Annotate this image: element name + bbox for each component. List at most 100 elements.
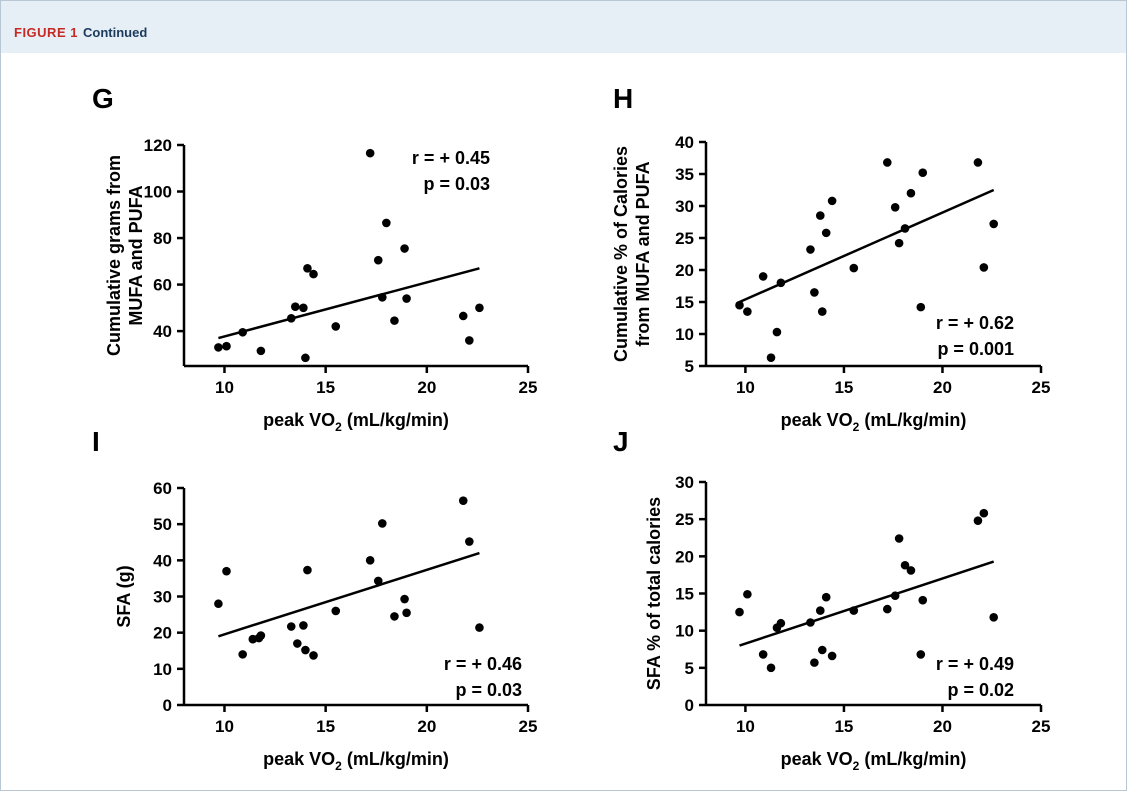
data-point bbox=[817, 645, 827, 655]
y-tick-label: 0 bbox=[163, 696, 172, 715]
y-tick-label: 40 bbox=[153, 551, 172, 570]
data-point bbox=[989, 612, 999, 622]
data-point bbox=[890, 591, 900, 601]
y-tick-label: 15 bbox=[675, 585, 694, 604]
data-point bbox=[758, 650, 768, 659]
trend-line bbox=[218, 267, 480, 340]
y-tick-label: 0 bbox=[685, 696, 694, 715]
y-tick-label: 10 bbox=[675, 325, 694, 344]
data-point bbox=[238, 327, 247, 337]
data-point bbox=[238, 650, 247, 659]
data-point bbox=[290, 302, 300, 311]
chart-panel-g: G 40 60 80 100 120 10 15 20 25 peak VO2 (mL/kg/min… bbox=[92, 83, 537, 434]
data-point bbox=[465, 336, 474, 345]
data-point bbox=[458, 311, 468, 321]
x-tick-label: 10 bbox=[736, 378, 755, 397]
data-point bbox=[390, 316, 399, 325]
data-point bbox=[906, 566, 916, 575]
data-point bbox=[309, 269, 318, 279]
y-axis-label: Cumulative grams from MUFA and PUFA bbox=[104, 155, 146, 356]
y-tick-label: 10 bbox=[153, 660, 172, 679]
correlation-r: r = + 0.49 bbox=[936, 654, 1014, 674]
trend-line bbox=[739, 560, 995, 647]
chart-panel-h: H 5 10 15 20 25 30 35 40 10 15 20 25 peak VO2 (mL/kg/… bbox=[611, 83, 1050, 434]
data-point bbox=[222, 341, 231, 351]
panel-letter-j: J bbox=[613, 426, 629, 457]
data-point bbox=[821, 592, 831, 602]
x-axis-label: peak VO2 (mL/kg/min) bbox=[263, 749, 449, 773]
data-point bbox=[906, 188, 916, 198]
data-point bbox=[390, 612, 399, 621]
data-point bbox=[256, 631, 266, 640]
p-value: p = 0.03 bbox=[423, 174, 490, 194]
data-point bbox=[743, 589, 752, 599]
p-value: p = 0.02 bbox=[947, 680, 1014, 700]
y-axis-label: SFA (g) bbox=[114, 565, 134, 627]
data-point bbox=[301, 353, 310, 363]
data-point bbox=[373, 576, 383, 586]
y-tick-label: 30 bbox=[153, 588, 172, 607]
correlation-r: r = + 0.62 bbox=[936, 313, 1014, 333]
y-tick-label: 60 bbox=[153, 276, 172, 295]
y-tick-label: 30 bbox=[675, 473, 694, 492]
y-tick-label: 100 bbox=[144, 183, 172, 202]
data-point bbox=[766, 663, 776, 673]
panel-letter-i: I bbox=[92, 426, 100, 457]
y-tick-label: 80 bbox=[153, 229, 172, 248]
data-point bbox=[890, 202, 900, 212]
figure-label: FIGURE 1 bbox=[14, 25, 78, 40]
data-point bbox=[979, 263, 989, 272]
data-point bbox=[303, 565, 312, 575]
data-point bbox=[331, 606, 341, 616]
data-point bbox=[378, 293, 387, 302]
data-point bbox=[286, 314, 296, 323]
data-point bbox=[286, 622, 296, 631]
x-tick-label: 10 bbox=[215, 717, 234, 736]
data-point bbox=[222, 566, 231, 576]
data-point bbox=[402, 294, 411, 303]
data-point bbox=[817, 307, 827, 316]
y-tick-label: 60 bbox=[153, 479, 172, 498]
y-tick-label: 50 bbox=[153, 515, 172, 534]
x-tick-label: 15 bbox=[834, 378, 853, 397]
data-point bbox=[849, 606, 859, 615]
data-point bbox=[465, 537, 474, 546]
y-axis-label: Cumulative % of Calories from MUFA and PU… bbox=[611, 146, 653, 362]
data-point bbox=[918, 595, 928, 605]
y-axis-label: SFA % of total calories bbox=[644, 497, 664, 690]
p-value: p = 0.001 bbox=[937, 339, 1014, 359]
data-point bbox=[882, 604, 892, 614]
y-tick-label: 20 bbox=[675, 261, 694, 280]
data-point bbox=[378, 519, 387, 528]
data-point bbox=[973, 516, 983, 525]
x-axis-label: peak VO2 (mL/kg/min) bbox=[781, 410, 967, 434]
data-point bbox=[293, 639, 302, 648]
chart-panel-j: J 0 5 10 15 20 25 30 10 15 20 25 peak VO2 (mL/kg/min… bbox=[613, 426, 1050, 773]
y-tick-label: 20 bbox=[153, 624, 172, 643]
correlation-r: r = + 0.45 bbox=[412, 148, 490, 168]
data-point bbox=[900, 224, 910, 233]
data-point bbox=[309, 651, 318, 660]
data-point bbox=[301, 645, 310, 655]
data-point bbox=[821, 228, 831, 238]
data-point bbox=[214, 599, 223, 609]
data-point bbox=[743, 307, 752, 316]
data-point bbox=[331, 322, 341, 331]
data-point bbox=[776, 278, 786, 288]
data-point bbox=[758, 272, 768, 281]
data-point bbox=[402, 608, 411, 618]
y-tick-label: 25 bbox=[675, 510, 694, 529]
figure-subtitle: Continued bbox=[83, 25, 148, 40]
x-tick-label: 25 bbox=[1032, 378, 1051, 397]
trend-line bbox=[218, 551, 480, 638]
y-tick-label: 5 bbox=[685, 659, 694, 678]
y-tick-label: 5 bbox=[685, 357, 694, 376]
data-point bbox=[475, 303, 484, 313]
x-tick-label: 15 bbox=[316, 378, 335, 397]
x-tick-label: 20 bbox=[933, 378, 952, 397]
data-point bbox=[827, 651, 837, 661]
y-tick-label: 40 bbox=[153, 322, 172, 341]
y-tick-label: 20 bbox=[675, 547, 694, 566]
